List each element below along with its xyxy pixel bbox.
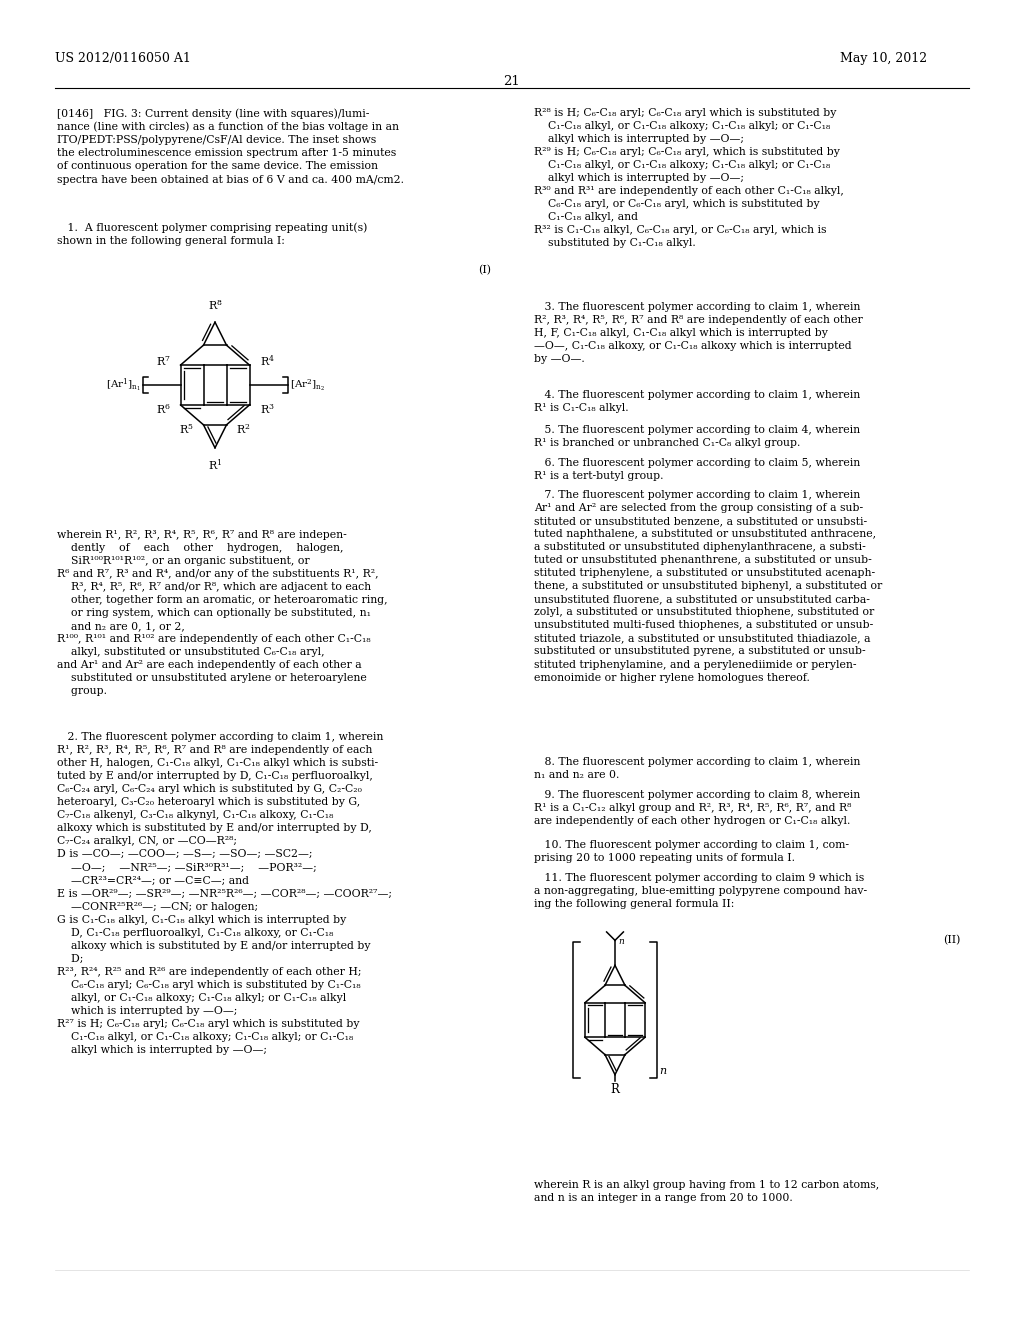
Text: $\mathregular{R^6}$: $\mathregular{R^6}$	[156, 403, 171, 416]
Text: R²⁸ is H; C₆-C₁₈ aryl; C₆-C₁₈ aryl which is substituted by
    C₁-C₁₈ alkyl, or : R²⁸ is H; C₆-C₁₈ aryl; C₆-C₁₈ aryl which…	[534, 108, 844, 248]
Text: [0146]   FIG. 3: Current density (line with squares)/lumi-
nance (line with circ: [0146] FIG. 3: Current density (line wit…	[57, 108, 404, 185]
Text: $\mathregular{R^4}$: $\mathregular{R^4}$	[259, 354, 274, 368]
Text: US 2012/0116050 A1: US 2012/0116050 A1	[55, 51, 190, 65]
Text: $\mathregular{R^5}$: $\mathregular{R^5}$	[179, 422, 194, 436]
Text: $\mathregular{[Ar^1]_{n_1}}$: $\mathregular{[Ar^1]_{n_1}}$	[105, 376, 140, 393]
Text: 6. The fluorescent polymer according to claim 5, wherein
R¹ is a tert-butyl grou: 6. The fluorescent polymer according to …	[534, 458, 860, 480]
Text: 4. The fluorescent polymer according to claim 1, wherein
R¹ is C₁-C₁₈ alkyl.: 4. The fluorescent polymer according to …	[534, 389, 860, 413]
Text: $\mathregular{R^7}$: $\mathregular{R^7}$	[156, 354, 171, 368]
Text: $\mathregular{R^2}$: $\mathregular{R^2}$	[237, 422, 251, 436]
Text: 2. The fluorescent polymer according to claim 1, wherein
R¹, R², R³, R⁴, R⁵, R⁶,: 2. The fluorescent polymer according to …	[57, 733, 392, 1055]
Text: (I): (I)	[478, 265, 490, 276]
Text: $\mathregular{R^3}$: $\mathregular{R^3}$	[259, 403, 274, 416]
Text: 21: 21	[504, 75, 520, 88]
Text: May 10, 2012: May 10, 2012	[840, 51, 927, 65]
Text: n: n	[659, 1065, 667, 1076]
Text: 10. The fluorescent polymer according to claim 1, com-
prising 20 to 1000 repeat: 10. The fluorescent polymer according to…	[534, 840, 849, 863]
Text: 9. The fluorescent polymer according to claim 8, wherein
R¹ is a C₁-C₁₂ alkyl gr: 9. The fluorescent polymer according to …	[534, 789, 860, 826]
Text: 7. The fluorescent polymer according to claim 1, wherein
Ar¹ and Ar² are selecte: 7. The fluorescent polymer according to …	[534, 490, 883, 682]
Text: 3. The fluorescent polymer according to claim 1, wherein
R², R³, R⁴, R⁵, R⁶, R⁷ : 3. The fluorescent polymer according to …	[534, 302, 863, 364]
Text: n: n	[618, 937, 624, 946]
Text: 5. The fluorescent polymer according to claim 4, wherein
R¹ is branched or unbra: 5. The fluorescent polymer according to …	[534, 425, 860, 447]
Text: 11. The fluorescent polymer according to claim 9 which is
a non-aggregating, blu: 11. The fluorescent polymer according to…	[534, 873, 867, 909]
Text: 1.  A fluorescent polymer comprising repeating unit(s)
shown in the following ge: 1. A fluorescent polymer comprising repe…	[57, 222, 368, 246]
Text: wherein R¹, R², R³, R⁴, R⁵, R⁶, R⁷ and R⁸ are indepen-
    dently    of    each : wherein R¹, R², R³, R⁴, R⁵, R⁶, R⁷ and R…	[57, 531, 388, 697]
Text: (II): (II)	[943, 935, 961, 945]
Text: R: R	[610, 1082, 620, 1096]
Text: wherein R is an alkyl group having from 1 to 12 carbon atoms,
and n is an intege: wherein R is an alkyl group having from …	[534, 1180, 880, 1203]
Text: $\mathregular{R^8}$: $\mathregular{R^8}$	[208, 298, 222, 312]
Text: 8. The fluorescent polymer according to claim 1, wherein
n₁ and n₂ are 0.: 8. The fluorescent polymer according to …	[534, 756, 860, 780]
Text: $\mathregular{[Ar^2]_{n_2}}$: $\mathregular{[Ar^2]_{n_2}}$	[290, 378, 325, 392]
Text: $\mathregular{R^1}$: $\mathregular{R^1}$	[208, 458, 222, 473]
